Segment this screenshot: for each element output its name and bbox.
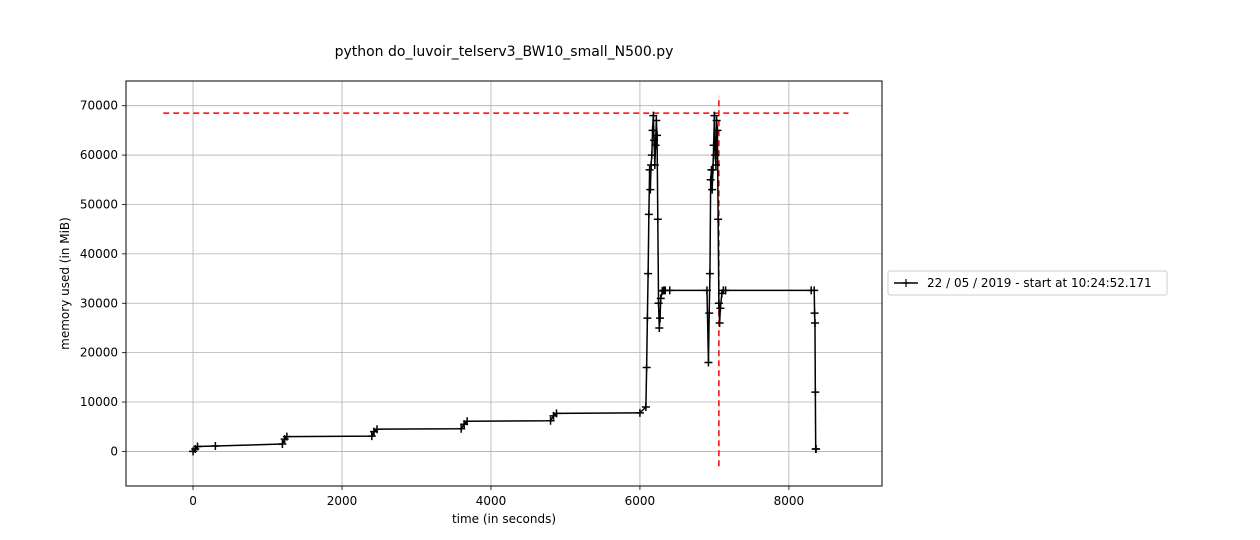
y-tick-label: 40000 [80, 247, 118, 261]
plot-area [125, 80, 883, 487]
data-point [711, 160, 720, 169]
data-point [647, 151, 656, 160]
legend-marker [902, 279, 910, 287]
x-tick-label: 0 [189, 494, 197, 508]
data-point [654, 299, 663, 308]
data-point [649, 111, 658, 120]
x-tick-label: 2000 [327, 494, 358, 508]
data-point [644, 210, 653, 219]
data-point [712, 116, 721, 125]
data-point [704, 358, 713, 367]
reference-lines [163, 95, 849, 467]
data-point [457, 424, 466, 433]
x-axis: 0 2000 4000 6000 8000 [189, 486, 804, 508]
legend-label: 22 / 05 / 2019 - start at 10:24:52.171 [927, 276, 1152, 290]
data-point [810, 309, 819, 318]
data-point [641, 402, 650, 411]
y-tick-label: 20000 [80, 346, 118, 360]
data-point [546, 416, 555, 425]
data-point [811, 388, 820, 397]
data-point [652, 116, 661, 125]
series-line [192, 115, 817, 452]
data-point [644, 269, 653, 278]
data-point [714, 215, 723, 224]
x-axis-label: time (in seconds) [452, 512, 556, 526]
legend: 22 / 05 / 2019 - start at 10:24:52.171 [887, 270, 1168, 296]
data-point [656, 294, 665, 303]
data-point [708, 185, 717, 194]
data-point [655, 323, 664, 332]
data-point [810, 286, 819, 295]
chart-title: python do_luvoir_telserv3_BW10_small_N50… [335, 44, 674, 60]
y-axis: 0 10000 20000 30000 40000 50000 60000 70000 [80, 99, 126, 458]
y-tick-label: 70000 [80, 99, 118, 113]
data-point [463, 417, 472, 426]
data-point [711, 151, 720, 160]
data-point [710, 111, 719, 120]
data-point [713, 126, 722, 135]
data-point [653, 215, 662, 224]
data-point [373, 425, 382, 434]
data-point [716, 304, 725, 313]
grid [126, 81, 882, 486]
data-point [708, 165, 717, 174]
y-tick-label: 10000 [80, 395, 118, 409]
data-point [812, 444, 821, 453]
data-point [278, 440, 287, 449]
data-point [648, 126, 657, 135]
data-point [645, 165, 654, 174]
data-point [651, 141, 660, 150]
data-point [642, 363, 651, 372]
y-tick-label: 30000 [80, 296, 118, 310]
data-point [656, 314, 665, 323]
data-point [282, 432, 291, 441]
data-point [705, 309, 714, 318]
data-point [702, 286, 711, 295]
legend-box [887, 270, 1168, 296]
x-tick-label: 6000 [625, 494, 656, 508]
data-point [635, 408, 644, 417]
x-tick-label: 4000 [476, 494, 507, 508]
data-point [643, 314, 652, 323]
y-axis-label: memory used (in MiB) [58, 217, 72, 350]
y-tick-label: 0 [110, 444, 118, 458]
x-tick-label: 8000 [774, 494, 805, 508]
series-layer [189, 111, 821, 456]
data-point [650, 136, 659, 145]
data-point [810, 319, 819, 328]
y-tick-label: 60000 [80, 148, 118, 162]
data-point [646, 185, 655, 194]
data-point [650, 160, 659, 169]
data-point [714, 299, 723, 308]
data-point [709, 141, 718, 150]
data-point [721, 286, 730, 295]
data-point [706, 175, 715, 184]
y-tick-label: 50000 [80, 197, 118, 211]
data-point [211, 441, 220, 450]
data-point [705, 269, 714, 278]
data-point [552, 409, 561, 418]
data-point [653, 131, 662, 140]
data-point [193, 442, 202, 451]
data-point [367, 432, 376, 441]
data-point [715, 319, 724, 328]
data-point [665, 286, 674, 295]
